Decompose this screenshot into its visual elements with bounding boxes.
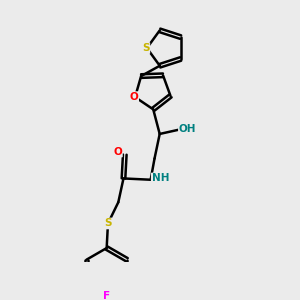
Text: S: S [142,43,149,53]
Text: F: F [103,291,110,300]
Text: O: O [129,92,138,102]
Text: O: O [113,146,122,157]
Text: S: S [104,218,112,229]
Text: NH: NH [152,173,169,183]
Text: OH: OH [179,124,196,134]
